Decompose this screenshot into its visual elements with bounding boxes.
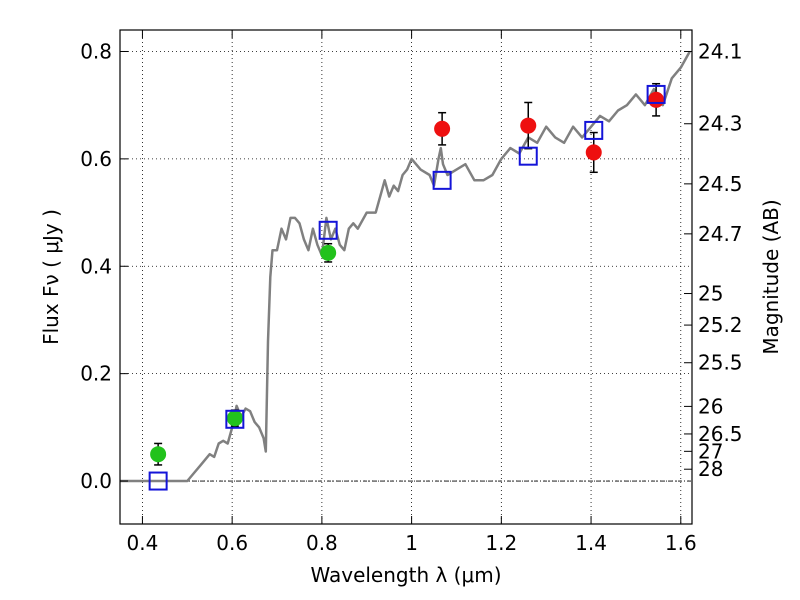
model-point-3: [432, 170, 452, 190]
plot-frame: [119, 29, 693, 525]
y-axis-label: Flux Fν ( μJy ): [39, 209, 63, 345]
y-tick-label-4: 0.8: [80, 39, 112, 63]
x-tick-label-5: 1.4: [575, 531, 607, 555]
data-point-1-0: [150, 446, 167, 463]
x-tick-label-0: 0.4: [127, 531, 159, 555]
data-point-2-2: [585, 144, 602, 161]
data-point-2-0: [434, 120, 451, 137]
magnitude-tick-label-8: 26.5: [698, 422, 743, 446]
y-tick-label-3: 0.6: [80, 147, 112, 171]
axes: [119, 29, 693, 525]
magnitude-tick-label-4: 25: [698, 282, 723, 306]
x-tick-label-1: 0.6: [216, 531, 248, 555]
magnitude-tick-label-1: 24.3: [698, 112, 743, 136]
data-point-1-1: [226, 410, 243, 427]
model-spectrum-line: [120, 50, 691, 483]
magnitude-tick-label-10: 28: [698, 457, 723, 481]
data-point-2-1: [520, 117, 537, 134]
data-point-2-3: [648, 91, 665, 108]
model-point-5: [584, 120, 604, 140]
magnitude-tick-label-5: 25.2: [698, 313, 743, 337]
grid-lines: [120, 30, 692, 524]
model-point-2: [318, 220, 338, 240]
x-tick-label-2: 0.8: [306, 531, 338, 555]
model-point-6: [646, 84, 666, 104]
x-tick-label-4: 1.2: [485, 531, 517, 555]
model-point-0: [148, 471, 168, 491]
tick-marks: [120, 30, 692, 524]
y-tick-label-2: 0.4: [80, 254, 112, 278]
magnitude-tick-label-0: 24.1: [698, 39, 743, 63]
model-point-1: [225, 409, 245, 429]
magnitude-axis-label: Magnitude (AB): [759, 199, 783, 354]
data-series: [120, 50, 691, 491]
tick-labels: 0.4 0.6 0.8 1 1.2 1.4 1.6 0.0 0.2 0.4 0.6 0.8 24.1 24…: [80, 39, 742, 555]
magnitude-tick-label-2: 24.5: [698, 172, 743, 196]
x-tick-label-6: 1.6: [665, 531, 697, 555]
magnitude-tick-label-7: 26: [698, 394, 723, 418]
x-tick-label-3: 1: [405, 531, 418, 555]
y-tick-label-0: 0.0: [80, 469, 112, 493]
model-point-4: [518, 146, 538, 166]
magnitude-tick-label-9: 27: [698, 439, 723, 463]
magnitude-tick-label-6: 25.5: [698, 351, 743, 375]
magnitude-tick-label-3: 24.7: [698, 222, 743, 246]
data-point-1-2: [320, 244, 337, 261]
y-tick-label-1: 0.2: [80, 362, 112, 386]
x-axis-label: Wavelength λ (μm): [310, 563, 501, 587]
